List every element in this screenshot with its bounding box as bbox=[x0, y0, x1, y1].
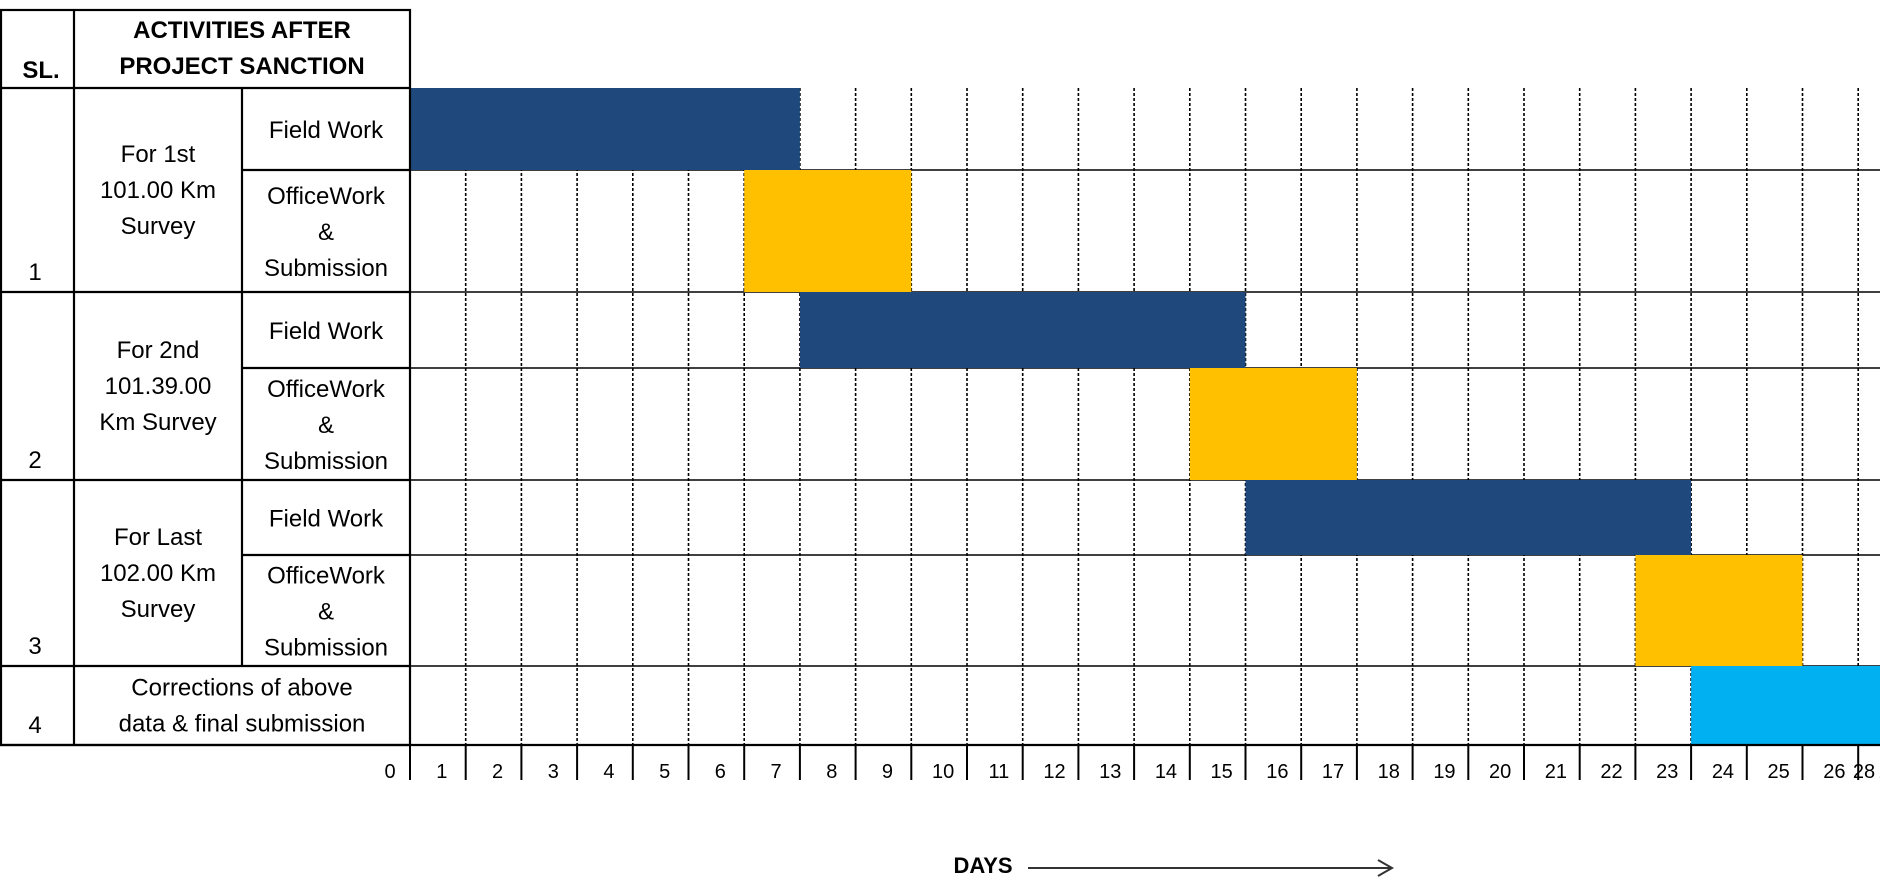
x-tick-label: 22 bbox=[1600, 761, 1622, 783]
group-title-line: 101.00 Km bbox=[100, 177, 216, 204]
task-label-line: Field Work bbox=[269, 506, 384, 533]
x-tick-label: 17 bbox=[1322, 761, 1344, 783]
x-tick-label: 16 bbox=[1266, 761, 1288, 783]
group-title-line: Survey bbox=[121, 213, 196, 240]
task-label-line: OfficeWork bbox=[267, 183, 386, 210]
x-tick-label: 18 bbox=[1378, 761, 1400, 783]
x-axis: 0 1 2 3 4 5 6 7 8 9 10 11 12 13 14 15 16 17 18 19 20 21 22 23 24… bbox=[384, 745, 1880, 878]
task-label-line: & bbox=[318, 599, 334, 626]
x-tick-label: 26 bbox=[1823, 761, 1845, 783]
x-tick-label: 2 bbox=[492, 761, 503, 783]
x-tick-label: 6 bbox=[715, 761, 726, 783]
gantt-bar bbox=[799, 292, 1246, 368]
gantt-bar bbox=[1691, 666, 1880, 745]
x-tick-label: 27 bbox=[1879, 761, 1880, 783]
x-tick-label: 8 bbox=[826, 761, 837, 783]
x-tick-label: 10 bbox=[932, 761, 954, 783]
task-label-line: OfficeWork bbox=[267, 376, 386, 403]
x-tick-label: 28 bbox=[1853, 761, 1875, 783]
task-label-line: Field Work bbox=[269, 318, 384, 345]
task-label-line: Submission bbox=[264, 255, 388, 282]
task-label-line: & bbox=[318, 412, 334, 439]
x-tick-label: 9 bbox=[882, 761, 893, 783]
gantt-bar bbox=[410, 88, 800, 170]
x-tick-label: 4 bbox=[603, 761, 614, 783]
x-tick-label: 7 bbox=[770, 761, 781, 783]
group-title-line: For 1st bbox=[121, 141, 196, 168]
x-tick-label: 0 bbox=[384, 761, 395, 783]
x-tick-label: 12 bbox=[1043, 761, 1065, 783]
x-tick-label: 14 bbox=[1155, 761, 1177, 783]
x-axis-label: DAYS bbox=[953, 853, 1012, 878]
task-label-line: OfficeWork bbox=[267, 563, 386, 590]
header-activities-line: ACTIVITIES AFTER bbox=[133, 17, 351, 44]
x-tick-label: 5 bbox=[659, 761, 670, 783]
row-sl-number: 4 bbox=[28, 712, 41, 739]
x-tick-label: 15 bbox=[1211, 761, 1233, 783]
header-activities-line: PROJECT SANCTION bbox=[119, 53, 364, 80]
row-sl-number: 1 bbox=[28, 259, 41, 286]
group-title-line: For Last bbox=[114, 524, 202, 551]
group-title-line: For 2nd bbox=[117, 337, 200, 364]
x-tick-label: 13 bbox=[1099, 761, 1121, 783]
x-tick-label: 11 bbox=[988, 761, 1009, 783]
row-sl-number: 2 bbox=[28, 447, 41, 474]
task-label-line: Submission bbox=[264, 448, 388, 475]
gantt-bar bbox=[1635, 555, 1803, 666]
gantt-bar bbox=[744, 170, 912, 292]
x-tick-label: 24 bbox=[1712, 761, 1734, 783]
header-sl: SL. bbox=[22, 57, 59, 84]
x-tick-label: 3 bbox=[548, 761, 559, 783]
task-label-line: & bbox=[318, 219, 334, 246]
group-title-line: Corrections of above bbox=[131, 675, 352, 702]
task-label-line: Submission bbox=[264, 635, 388, 662]
activity-table: SL. ACTIVITIES AFTER PROJECT SANCTION 1 For … bbox=[0, 8, 412, 747]
x-tick-label: 21 bbox=[1545, 761, 1567, 783]
x-axis-arrow-head bbox=[1377, 859, 1395, 877]
chart-area bbox=[410, 88, 1880, 747]
group-title-line: Km Survey bbox=[99, 409, 216, 436]
x-tick-label: 1 bbox=[436, 761, 447, 783]
x-tick-label: 20 bbox=[1489, 761, 1511, 783]
gantt-bar bbox=[1245, 480, 1692, 555]
gantt-bar bbox=[1189, 368, 1357, 480]
task-label-line: Field Work bbox=[269, 117, 384, 144]
group-title-line: 102.00 Km bbox=[100, 560, 216, 587]
x-tick-label: 23 bbox=[1656, 761, 1678, 783]
row-sl-number: 3 bbox=[28, 633, 41, 660]
x-tick-label: 25 bbox=[1768, 761, 1790, 783]
x-tick-label: 19 bbox=[1433, 761, 1455, 783]
group-title-line: 101.39.00 bbox=[105, 373, 212, 400]
group-title-line: Survey bbox=[121, 596, 196, 623]
group-title-line: data & final submission bbox=[119, 711, 366, 738]
